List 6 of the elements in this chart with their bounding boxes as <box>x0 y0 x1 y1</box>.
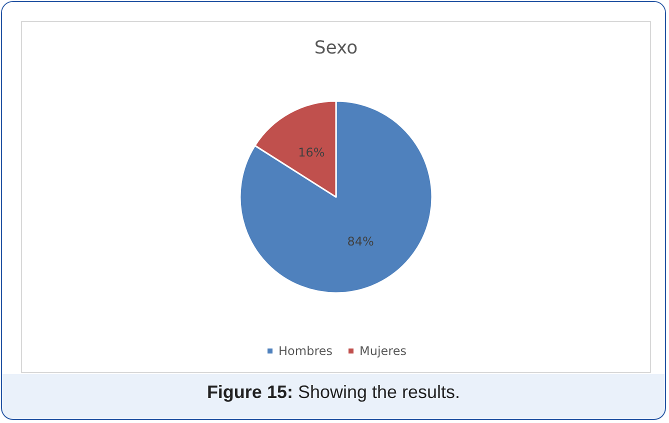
chart-title: Sexo <box>314 38 358 58</box>
legend-label: Mujeres <box>360 344 406 358</box>
data-label: 84% <box>347 234 374 249</box>
legend-label: Hombres <box>278 344 333 358</box>
caption: Figure 15: Showing the results. <box>206 382 462 403</box>
data-label: 16% <box>298 145 325 160</box>
